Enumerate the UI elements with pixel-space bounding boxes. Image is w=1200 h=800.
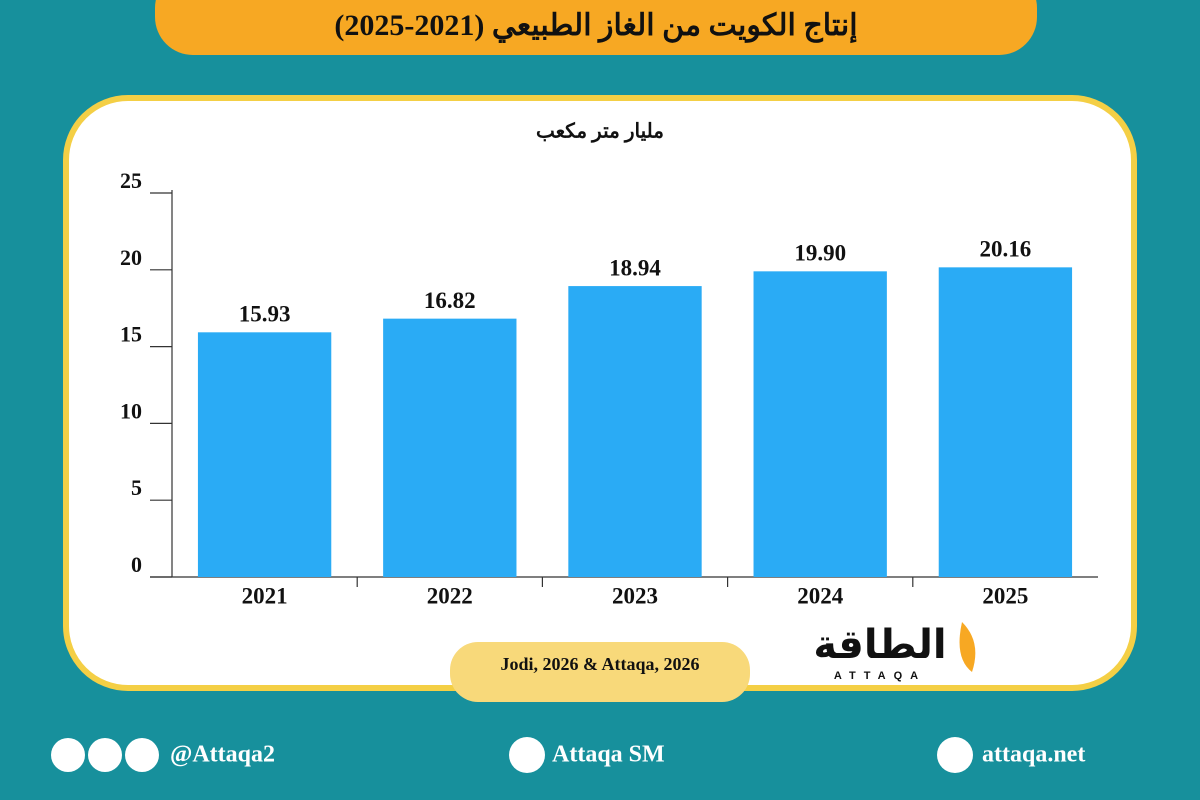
source: Jodi, 2026 & Attaqa, 2026 <box>500 654 699 674</box>
y-tick-label: 20 <box>120 245 142 270</box>
y-tick-label: 15 <box>120 322 142 347</box>
x-tick-label: 2025 <box>982 583 1028 608</box>
y-axis-label: مليار متر مكعب <box>536 121 664 144</box>
x-tick-label: 2021 <box>242 583 288 608</box>
y-tick-label: 25 <box>120 168 142 193</box>
y-tick-label: 0 <box>131 552 142 577</box>
bar <box>938 267 1073 577</box>
y-tick-label: 5 <box>131 475 142 500</box>
youtube-handle[interactable]: Attaqa SM <box>552 742 665 768</box>
value-label: 15.93 <box>239 302 291 327</box>
social-icons <box>51 737 973 773</box>
chart-title: إنتاج الكويت من الغاز الطبيعي (2021-2025… <box>334 9 857 44</box>
x-tick-label: 2022 <box>427 583 473 608</box>
web-icon[interactable] <box>937 737 973 773</box>
bar <box>383 318 517 577</box>
value-label: 19.90 <box>794 241 846 266</box>
bar <box>568 286 702 577</box>
x-icon[interactable] <box>51 738 85 772</box>
bar <box>197 332 332 577</box>
x-tick-label: 2024 <box>797 583 844 608</box>
website[interactable]: attaqa.net <box>982 742 1085 768</box>
logo: الطاقة ATTAQA <box>813 622 976 682</box>
logo-name: الطاقة <box>813 622 946 668</box>
facebook-icon[interactable] <box>125 738 159 772</box>
youtube-icon[interactable] <box>509 737 545 773</box>
y-tick-label: 10 <box>120 398 142 423</box>
instagram-icon[interactable] <box>88 738 122 772</box>
logo-latin: ATTAQA <box>834 670 926 682</box>
value-label: 16.82 <box>424 288 476 313</box>
value-label: 20.16 <box>980 237 1032 262</box>
social-handle[interactable]: @Attaqa2 <box>170 742 275 768</box>
value-label: 18.94 <box>609 255 661 280</box>
source-pill <box>450 642 750 702</box>
bar <box>753 271 887 577</box>
x-tick-label: 2023 <box>612 583 658 608</box>
title-pill <box>155 0 1037 55</box>
logo-drop <box>959 622 976 672</box>
